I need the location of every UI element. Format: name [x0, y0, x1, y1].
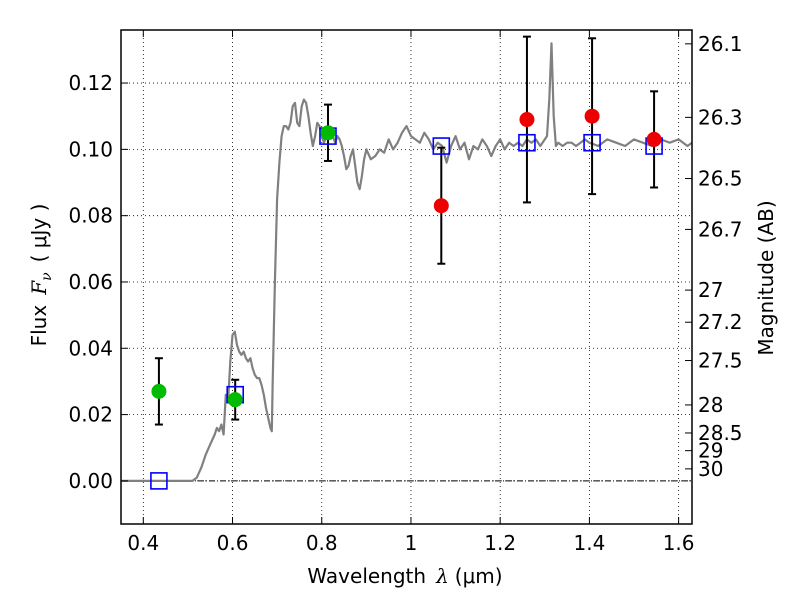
observed-flux-point: [320, 125, 336, 141]
y-tick-label: 0.10: [68, 137, 113, 161]
y-tick-label: 0.06: [68, 270, 113, 294]
observed-flux-point: [433, 198, 449, 214]
observed-flux-point: [584, 108, 600, 124]
y2-tick-label: 28.5: [698, 421, 743, 445]
y2-tick-label: 30: [698, 457, 723, 481]
data-markers: [150, 108, 663, 490]
x-tick-label: 1.2: [484, 531, 516, 555]
model-photometry-square: [150, 472, 168, 490]
x-axis-ticks: 0.4 0.6 0.8 1 1.2 1.4 1.6: [127, 30, 695, 555]
y-tick-label: 0.00: [68, 469, 113, 493]
y-axis-label: FluxFν( μJy ): [27, 204, 55, 347]
y-tick-label: 0.02: [68, 403, 113, 427]
x-tick-label: 0.4: [127, 531, 159, 555]
model-spectrum-line: [121, 42, 693, 482]
plot-frame: [120, 29, 693, 525]
y2-tick-label: 26.5: [698, 167, 743, 191]
y2-tick-label: 28: [698, 393, 723, 417]
y2-tick-label: 27.2: [698, 310, 743, 334]
y2-tick-label: 29: [698, 439, 723, 463]
y2-tick-label: 27: [698, 278, 723, 302]
x-tick-label: 1.6: [663, 531, 695, 555]
observed-flux-point: [227, 392, 243, 408]
y-tick-label: 0.12: [68, 71, 113, 95]
observed-flux-point: [519, 112, 535, 128]
y-tick-label: 0.08: [68, 204, 113, 228]
y2-tick-label: 26.7: [698, 217, 743, 241]
y-tick-label: 0.04: [68, 336, 113, 360]
y2-tick-label: 26.1: [698, 32, 743, 56]
y2-axis-label: Magnitude (AB): [754, 200, 778, 355]
observed-flux-point: [151, 383, 167, 399]
model-photometry-square: [583, 133, 601, 152]
model-photometry-square: [432, 137, 451, 155]
y-axis-ticks: 0.00 0.02 0.04 0.06 0.08 0.10 0.12: [68, 71, 128, 493]
y2-tick-label: 27.5: [698, 349, 743, 373]
x-tick-label: 0.8: [306, 531, 338, 555]
x-tick-label: 1.4: [573, 531, 605, 555]
model-photometry-square: [518, 133, 536, 152]
model-spectrum: [121, 42, 693, 482]
x-axis-label: Wavelength λ (μm): [307, 564, 502, 588]
x-tick-label: 1: [405, 531, 418, 555]
observed-flux-point: [646, 131, 662, 147]
y2-tick-label: 26.3: [698, 105, 743, 129]
x-tick-label: 0.6: [217, 531, 249, 555]
